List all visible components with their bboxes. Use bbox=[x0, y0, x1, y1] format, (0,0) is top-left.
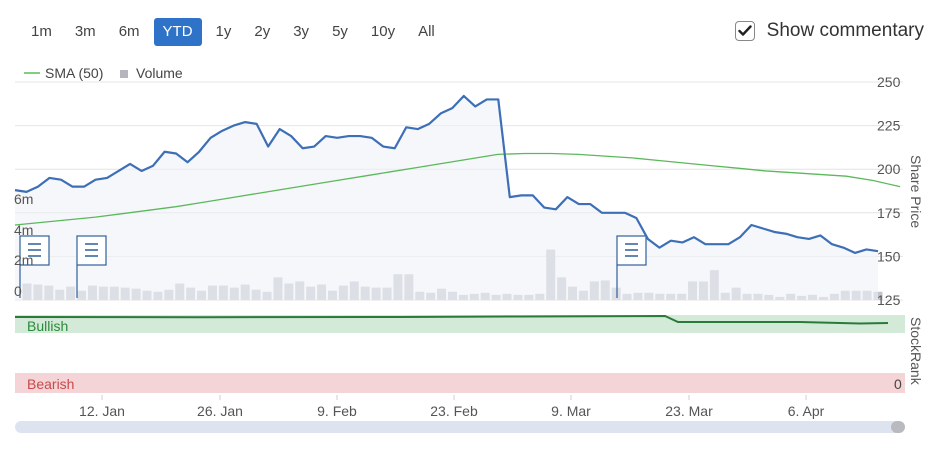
range-button-3y[interactable]: 3y bbox=[293, 23, 310, 40]
show-commentary-toggle[interactable]: Show commentary bbox=[734, 20, 924, 42]
price-tick-label: 175 bbox=[877, 205, 901, 221]
x-tick-label: 9. Feb bbox=[317, 403, 357, 419]
commentary-label: Show commentary bbox=[766, 20, 924, 41]
stockrank-zero-tick: 0 bbox=[894, 376, 902, 392]
commentary-icon[interactable] bbox=[76, 235, 107, 266]
price-tick-label: 150 bbox=[877, 248, 901, 264]
volume-tick-label: 2m bbox=[14, 252, 33, 268]
range-button-2y[interactable]: 2y bbox=[254, 23, 271, 40]
check-icon bbox=[737, 25, 752, 36]
bearish-band bbox=[15, 373, 905, 393]
x-tick-label: 9. Mar bbox=[551, 403, 591, 419]
range-button-all[interactable]: All bbox=[418, 23, 435, 40]
price-tick-label: 200 bbox=[877, 161, 901, 177]
x-tick-label: 26. Jan bbox=[197, 403, 243, 419]
price-line bbox=[14, 94, 879, 255]
navigator-track[interactable] bbox=[15, 421, 903, 433]
bullish-band bbox=[15, 315, 905, 333]
price-area bbox=[15, 95, 878, 301]
commentary-checkbox[interactable] bbox=[734, 21, 755, 41]
bearish-label: Bearish bbox=[27, 376, 74, 392]
volume-tick-label: 6m bbox=[14, 191, 33, 207]
price-axis-title: Share Price bbox=[908, 155, 924, 228]
x-tick-label: 23. Mar bbox=[665, 403, 713, 419]
sma-line bbox=[14, 152, 901, 226]
commentary-icon[interactable] bbox=[19, 235, 50, 266]
range-button-3m[interactable]: 3m bbox=[74, 23, 96, 40]
price-tick-label: 125 bbox=[877, 292, 901, 308]
legend-volume[interactable]: Volume bbox=[136, 65, 183, 81]
range-button-6m[interactable]: 6m bbox=[118, 23, 140, 40]
stockrank-axis-title: StockRank bbox=[908, 317, 924, 386]
range-selector: 1m 3m 6m YTD 1y 2y 3y 5y 10y All bbox=[22, 18, 449, 46]
price-tick-label: 250 bbox=[877, 74, 901, 90]
range-button-1y[interactable]: 1y bbox=[215, 23, 232, 40]
bullish-label: Bullish bbox=[27, 318, 68, 334]
range-button-10y[interactable]: 10y bbox=[370, 23, 396, 40]
range-button-5y[interactable]: 5y bbox=[332, 23, 348, 40]
volume-tick-label: 0 bbox=[14, 283, 22, 299]
range-button-ytd[interactable]: YTD bbox=[153, 18, 202, 46]
price-tick-label: 225 bbox=[877, 118, 901, 134]
navigator-handle[interactable] bbox=[891, 421, 905, 433]
x-tick-label: 23. Feb bbox=[430, 403, 478, 419]
x-tick-label: 12. Jan bbox=[79, 403, 125, 419]
volume-tick-label: 4m bbox=[14, 222, 33, 238]
legend-volume-swatch bbox=[120, 70, 128, 78]
range-button-1m[interactable]: 1m bbox=[31, 23, 52, 40]
stockrank-line bbox=[14, 314, 889, 325]
x-tick-label: 6. Apr bbox=[788, 403, 825, 419]
legend-sma[interactable]: SMA (50) bbox=[45, 65, 103, 81]
commentary-icon[interactable] bbox=[616, 235, 647, 266]
